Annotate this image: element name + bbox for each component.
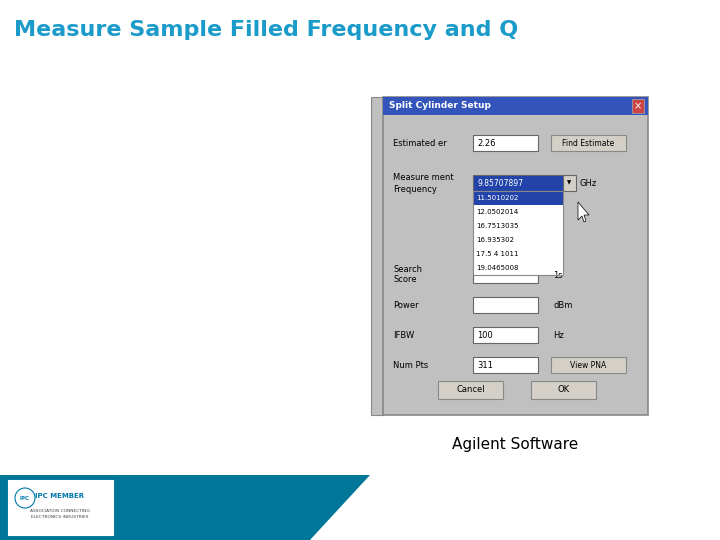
Text: 9.85707897: 9.85707897 (477, 179, 523, 187)
Text: IFBW: IFBW (393, 330, 414, 340)
Text: 19.0465008: 19.0465008 (476, 265, 518, 271)
Text: Find Estimate: Find Estimate (562, 138, 615, 147)
Text: IPC: IPC (20, 496, 30, 501)
Text: 2.26: 2.26 (477, 138, 495, 147)
Bar (473, 261, 563, 275)
Bar (531, 381, 596, 399)
Text: Search: Search (393, 266, 422, 274)
Text: Hz: Hz (553, 330, 564, 340)
Text: Agilent Technologies: Agilent Technologies (445, 502, 582, 515)
Text: View PNA: View PNA (570, 361, 607, 369)
Polygon shape (0, 475, 370, 540)
Text: ✳: ✳ (413, 497, 426, 512)
Text: ASSOCIATION CONNECTING
ELECTRONICS INDUSTRIES: ASSOCIATION CONNECTING ELECTRONICS INDUS… (30, 509, 90, 518)
Bar (438, 381, 503, 399)
Text: Estimated er: Estimated er (393, 138, 446, 147)
Polygon shape (578, 202, 589, 222)
Text: 16.7513035: 16.7513035 (476, 223, 518, 229)
Text: Measure ment: Measure ment (393, 172, 454, 181)
Text: Measure Sample Filled Frequency and Q: Measure Sample Filled Frequency and Q (14, 20, 518, 40)
Bar (473, 357, 538, 373)
Text: Cancel: Cancel (456, 386, 485, 395)
Bar (473, 205, 563, 219)
Text: 16.935302: 16.935302 (476, 237, 514, 243)
Text: IPC MEMBER: IPC MEMBER (35, 493, 84, 499)
Text: 100: 100 (477, 330, 492, 340)
Text: ×: × (634, 101, 642, 111)
Text: 11.5010202: 11.5010202 (476, 195, 518, 201)
Bar (473, 233, 563, 247)
Text: Split Cylinder Setup: Split Cylinder Setup (389, 102, 491, 111)
Bar (473, 219, 563, 233)
Bar (383, 97, 648, 115)
Text: GHz: GHz (580, 179, 598, 187)
Bar (383, 97, 648, 415)
Bar (473, 247, 563, 261)
Bar (473, 327, 538, 343)
Bar (8, 480, 113, 535)
Text: Agilent Software: Agilent Software (452, 437, 579, 453)
Bar (551, 357, 626, 373)
Text: 1s: 1s (553, 271, 562, 280)
Bar (473, 191, 563, 205)
Text: Power: Power (393, 300, 418, 309)
Text: Frequency: Frequency (393, 185, 437, 193)
Bar (473, 297, 538, 313)
Bar (632, 99, 644, 113)
Text: dBm: dBm (553, 300, 572, 309)
Bar (563, 175, 576, 191)
Text: ▼: ▼ (567, 180, 572, 186)
Bar (473, 175, 563, 191)
Text: OK: OK (557, 386, 570, 395)
Bar (473, 267, 538, 283)
Text: 17.5 4 1011: 17.5 4 1011 (476, 251, 518, 257)
Text: 311: 311 (477, 361, 493, 369)
Text: Implementing Split Cylinder Resonator for Dielectric
Measurement of Low Loss Mat: Implementing Split Cylinder Resonator fo… (584, 490, 712, 510)
Text: Num Pts: Num Pts (393, 361, 428, 369)
Bar (371, 97, 383, 415)
Bar (473, 191, 563, 275)
Bar (551, 135, 626, 151)
Text: Score: Score (393, 275, 417, 285)
Text: 12.0502014: 12.0502014 (476, 209, 518, 215)
Bar (473, 135, 538, 151)
